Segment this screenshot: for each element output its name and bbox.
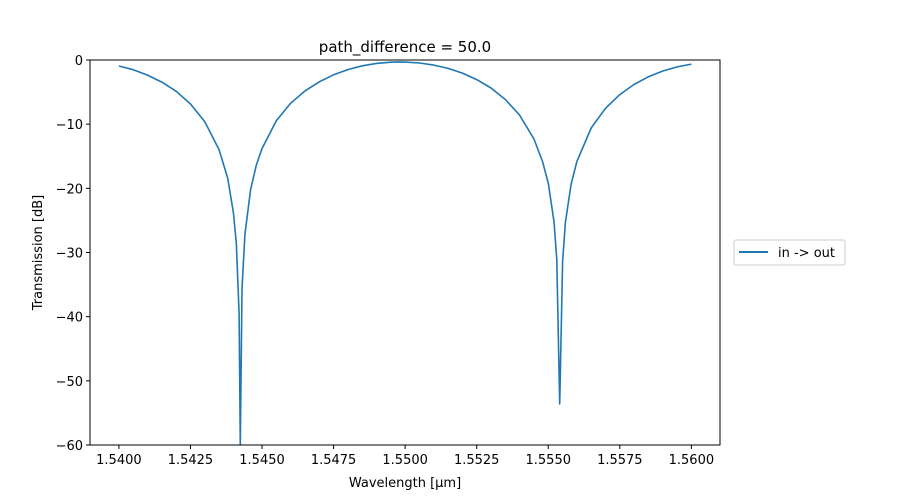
series-line-in-out (118, 61, 692, 445)
legend-box (733, 239, 846, 266)
x-tick-label: 1.5425 (168, 453, 214, 468)
x-axis-label: Wavelength [μm] (349, 476, 461, 491)
x-tick-label: 1.5475 (311, 453, 357, 468)
x-tick-label: 1.5600 (669, 453, 715, 468)
x-tick-label: 1.5575 (597, 453, 643, 468)
y-tick-label: −10 (56, 118, 83, 133)
y-tick-label: −20 (56, 182, 83, 197)
x-tick-label: 1.5450 (239, 453, 285, 468)
x-tick-label: 1.5500 (382, 453, 428, 468)
chart-title: path_difference = 50.0 (319, 38, 491, 57)
y-tick-label: −30 (56, 247, 83, 262)
x-tick-label: 1.5525 (454, 453, 500, 468)
y-tick-label: −60 (56, 439, 83, 454)
legend-label: in -> out (778, 246, 835, 261)
y-tick-label: −50 (56, 375, 83, 390)
y-axis-label: Transmission [dB] (31, 195, 46, 311)
axes-frame (89, 59, 721, 446)
x-tick-label: 1.5400 (96, 453, 142, 468)
y-tick-label: 0 (75, 54, 83, 69)
x-tick-label: 1.5550 (526, 453, 572, 468)
legend: in -> out (733, 239, 846, 266)
y-tick-label: −40 (56, 311, 83, 326)
